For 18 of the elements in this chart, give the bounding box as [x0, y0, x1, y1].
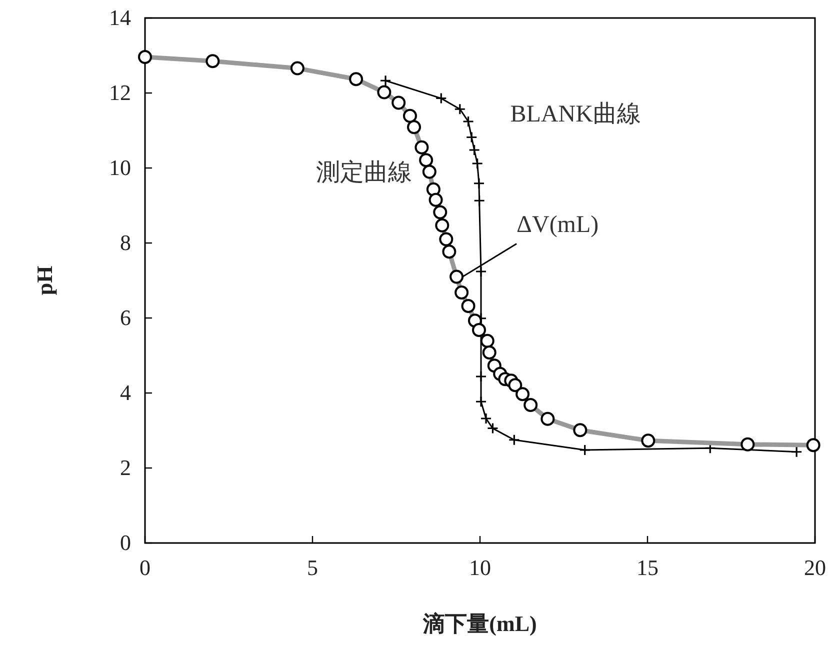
y-tick-label: 2	[120, 455, 131, 480]
y-tick-label: 8	[120, 230, 131, 255]
y-tick-label: 0	[120, 530, 131, 555]
y-tick-label: 10	[109, 155, 131, 180]
y-axis-title: pH	[32, 266, 57, 296]
y-tick-label: 14	[109, 5, 131, 30]
x-tick-label: 20	[804, 555, 826, 580]
x-axis-title: 滴下量(mL)	[422, 611, 537, 636]
x-tick-label: 15	[636, 555, 658, 580]
y-tick-label: 4	[120, 380, 131, 405]
series-label: 測定曲線	[316, 159, 412, 186]
x-tick-label: 0	[140, 555, 150, 580]
y-tick-label: 12	[109, 80, 131, 105]
series-label: BLANK曲線	[510, 102, 641, 128]
x-tick-label: 10	[469, 555, 491, 580]
y-tick-label: 6	[120, 305, 131, 330]
annotation: ΔV(mL)	[516, 212, 599, 238]
x-tick-label: 5	[307, 555, 318, 580]
